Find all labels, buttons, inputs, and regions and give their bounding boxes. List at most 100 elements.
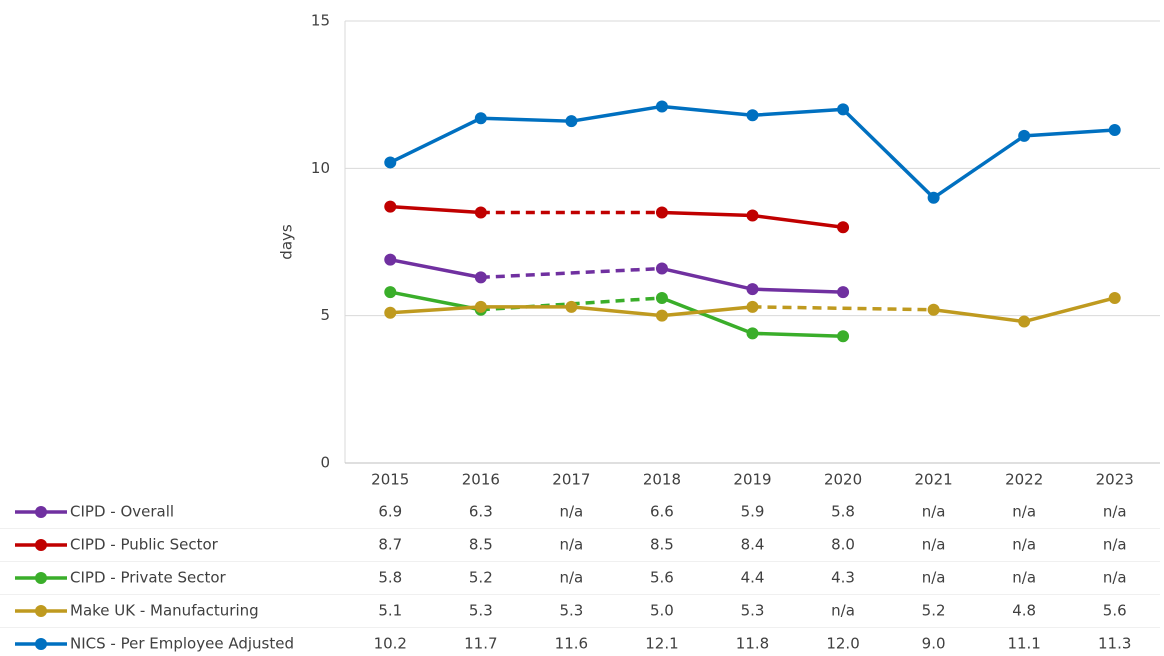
table-cell: 9.0 bbox=[922, 635, 946, 653]
legend-label: CIPD - Overall bbox=[70, 503, 174, 521]
table-cell: n/a bbox=[1012, 569, 1036, 587]
x-tick-label: 2021 bbox=[915, 471, 953, 489]
point bbox=[746, 109, 759, 122]
table-cell: n/a bbox=[922, 503, 946, 521]
table-cell: n/a bbox=[560, 569, 584, 587]
point bbox=[837, 103, 850, 116]
table-cell: 8.0 bbox=[831, 536, 855, 554]
table-cell: 8.7 bbox=[378, 536, 402, 554]
point bbox=[927, 303, 940, 316]
point bbox=[384, 253, 397, 266]
legend-marker bbox=[35, 572, 47, 584]
table-cell: 5.3 bbox=[741, 602, 765, 620]
table-cell: n/a bbox=[831, 602, 855, 620]
table-cell: 11.8 bbox=[736, 635, 769, 653]
point bbox=[474, 112, 487, 125]
x-tick-label: 2016 bbox=[462, 471, 500, 489]
table-cell: 5.1 bbox=[378, 602, 402, 620]
point bbox=[746, 327, 759, 340]
gap-connector bbox=[480, 266, 663, 280]
point bbox=[655, 100, 668, 113]
table-cell: 4.3 bbox=[831, 569, 855, 587]
point bbox=[565, 115, 578, 128]
table-cell: 11.1 bbox=[1007, 635, 1040, 653]
table-cell: 6.9 bbox=[378, 503, 402, 521]
legend-marker bbox=[35, 638, 47, 650]
x-tick-label: 2023 bbox=[1096, 471, 1134, 489]
point bbox=[474, 300, 487, 313]
table-cell: 11.3 bbox=[1098, 635, 1131, 653]
table-cell: 11.7 bbox=[464, 635, 497, 653]
table-cell: 5.3 bbox=[559, 602, 583, 620]
table-cell: 5.8 bbox=[831, 503, 855, 521]
series-line bbox=[390, 204, 481, 215]
table-cell: n/a bbox=[1103, 536, 1127, 554]
table-cell: 8.5 bbox=[469, 536, 493, 554]
point bbox=[384, 200, 397, 213]
table-cell: 5.2 bbox=[469, 569, 493, 587]
table-cell: 10.2 bbox=[374, 635, 407, 653]
table-cell: n/a bbox=[1103, 503, 1127, 521]
table-cell: n/a bbox=[922, 536, 946, 554]
point bbox=[474, 206, 487, 219]
table-cell: 12.1 bbox=[645, 635, 678, 653]
table-cell: n/a bbox=[1103, 569, 1127, 587]
table-cell: n/a bbox=[1012, 503, 1036, 521]
table-cell: 4.4 bbox=[741, 569, 765, 587]
table-cell: n/a bbox=[1012, 536, 1036, 554]
y-tick-label: 10 bbox=[311, 159, 330, 177]
gap-connector bbox=[752, 305, 934, 312]
point bbox=[746, 283, 759, 296]
legend-label: CIPD - Private Sector bbox=[70, 569, 227, 587]
point bbox=[474, 271, 487, 284]
y-tick-label: 15 bbox=[311, 12, 330, 30]
legend-marker bbox=[35, 539, 47, 551]
table-cell: 8.4 bbox=[741, 536, 765, 554]
legend-marker bbox=[35, 506, 47, 518]
table-cell: 5.3 bbox=[469, 602, 493, 620]
point bbox=[655, 262, 668, 275]
series-line bbox=[389, 257, 482, 280]
y-tick-label: 0 bbox=[320, 454, 330, 472]
y-axis-label: days bbox=[278, 224, 296, 260]
x-tick-label: 2017 bbox=[552, 471, 590, 489]
point bbox=[746, 300, 759, 313]
table-cell: 5.9 bbox=[741, 503, 765, 521]
table-cell: 6.6 bbox=[650, 503, 674, 521]
legend-label: Make UK - Manufacturing bbox=[70, 602, 259, 620]
table-cell: 5.6 bbox=[1103, 602, 1127, 620]
point bbox=[837, 221, 850, 234]
point bbox=[655, 291, 668, 304]
point bbox=[384, 286, 397, 299]
point bbox=[1018, 129, 1031, 142]
table-cell: n/a bbox=[922, 569, 946, 587]
point bbox=[384, 306, 397, 319]
legend-label: NICS - Per Employee Adjusted bbox=[70, 635, 294, 653]
x-tick-label: 2015 bbox=[371, 471, 409, 489]
table-cell: 5.8 bbox=[378, 569, 402, 587]
table-cell: 5.6 bbox=[650, 569, 674, 587]
point bbox=[837, 330, 850, 343]
point bbox=[837, 286, 850, 299]
point bbox=[1108, 124, 1121, 137]
legend-marker bbox=[35, 605, 47, 617]
table-cell: 6.3 bbox=[469, 503, 493, 521]
table-cell: 4.8 bbox=[1012, 602, 1036, 620]
table-cell: 11.6 bbox=[555, 635, 588, 653]
table-cell: 5.2 bbox=[922, 602, 946, 620]
point bbox=[1108, 291, 1121, 304]
point bbox=[655, 309, 668, 322]
point bbox=[927, 191, 940, 204]
point bbox=[1018, 315, 1031, 328]
point bbox=[565, 300, 578, 313]
table-cell: n/a bbox=[560, 536, 584, 554]
table-cell: n/a bbox=[560, 503, 584, 521]
x-tick-label: 2018 bbox=[643, 471, 681, 489]
table-cell: 12.0 bbox=[826, 635, 859, 653]
point bbox=[384, 156, 397, 169]
table-cell: 8.5 bbox=[650, 536, 674, 554]
point bbox=[746, 209, 759, 222]
x-tick-label: 2022 bbox=[1005, 471, 1043, 489]
